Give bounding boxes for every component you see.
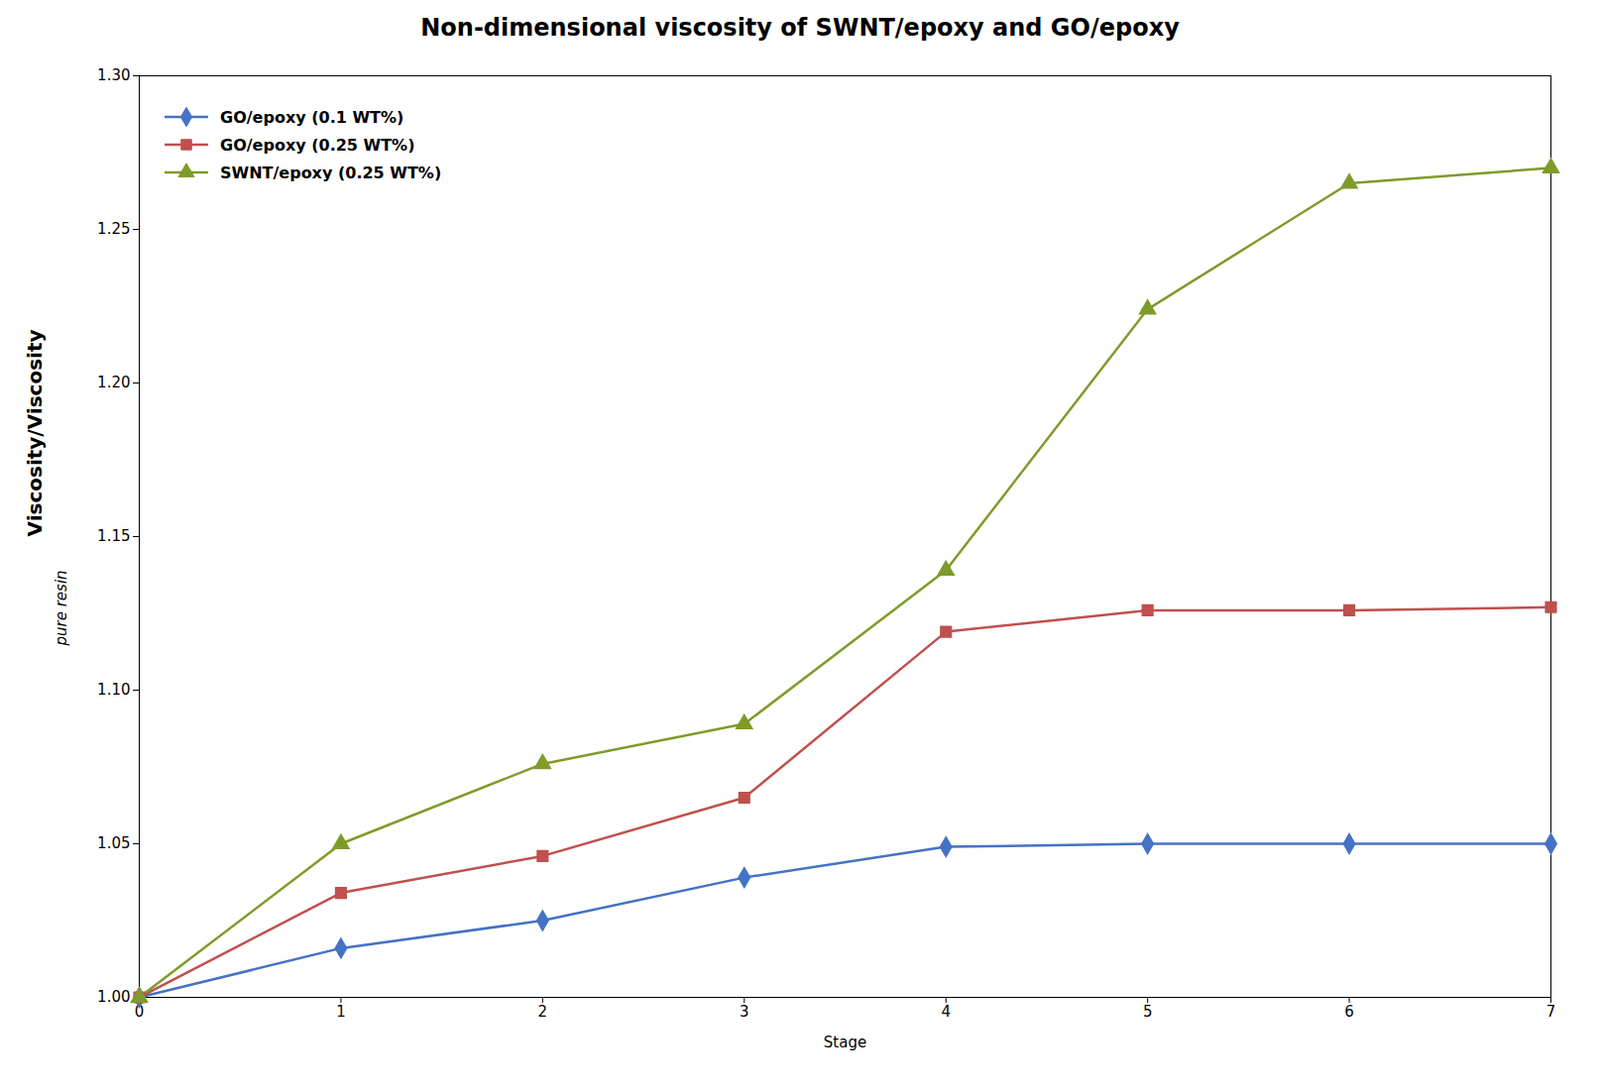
svg-text:6: 6 bbox=[1344, 1003, 1355, 1022]
svg-text:1.05: 1.05 bbox=[97, 834, 130, 853]
svg-text:5: 5 bbox=[1142, 1003, 1153, 1022]
svg-text:1: 1 bbox=[336, 1003, 346, 1022]
svg-text:pure resin: pure resin bbox=[52, 570, 71, 647]
html-text:SWNT/epoxy (0.25 WT%): SWNT/epoxy (0.25 WT%) bbox=[220, 163, 442, 182]
svg-text:Stage: Stage bbox=[823, 1033, 867, 1052]
svg-text:1.00: 1.00 bbox=[97, 988, 130, 1007]
html-text:GO/epoxy (0.25 WT%): GO/epoxy (0.25 WT%) bbox=[220, 135, 415, 155]
svg-text:Viscosity/Viscosity: Viscosity/Viscosity bbox=[22, 330, 47, 538]
svg-text:1.30: 1.30 bbox=[97, 66, 130, 85]
svg-text:7: 7 bbox=[1546, 1003, 1557, 1022]
svg-text:1.10: 1.10 bbox=[97, 681, 130, 699]
svg-text:4: 4 bbox=[940, 1003, 951, 1022]
svg-text:1.15: 1.15 bbox=[97, 527, 130, 546]
svg-text:1.20: 1.20 bbox=[97, 373, 130, 392]
svg-text:0: 0 bbox=[134, 1003, 145, 1022]
svg-text:3: 3 bbox=[739, 1003, 750, 1022]
html-text:GO/epoxy (0.1 WT%): GO/epoxy (0.1 WT%) bbox=[220, 107, 404, 127]
svg-text:1.25: 1.25 bbox=[97, 220, 130, 238]
html-text:Non-dimensional viscosity of S: Non-dimensional viscosity of SWNT/epoxy … bbox=[420, 13, 1180, 42]
svg-text:2: 2 bbox=[538, 1003, 549, 1022]
